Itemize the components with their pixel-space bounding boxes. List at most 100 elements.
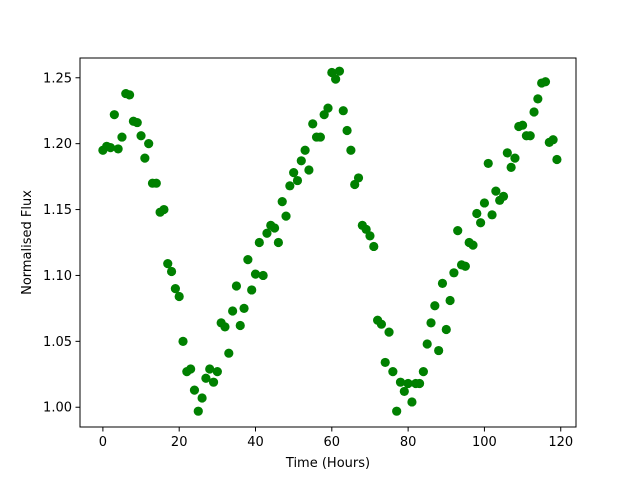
- data-point: [186, 364, 196, 374]
- data-point: [300, 145, 310, 155]
- data-point: [399, 386, 409, 397]
- x-tick-label: 40: [247, 435, 264, 450]
- data-point: [304, 165, 314, 175]
- data-point: [174, 291, 184, 302]
- data-point: [498, 191, 509, 201]
- data-point: [491, 186, 501, 196]
- data-point: [258, 270, 268, 281]
- data-point: [105, 143, 116, 153]
- data-point: [315, 132, 325, 142]
- x-tick-label: 100: [472, 435, 497, 450]
- data-point: [285, 181, 295, 191]
- data-point: [144, 139, 154, 149]
- data-point: [109, 110, 119, 120]
- plot-frame: [79, 57, 577, 428]
- data-point: [231, 281, 242, 291]
- data-point: [437, 278, 448, 288]
- data-point: [407, 397, 417, 407]
- data-point: [441, 324, 451, 335]
- data-point: [250, 269, 261, 279]
- data-point: [338, 106, 348, 116]
- x-axis-ticks: 0 20 40 60 80 100 120: [99, 427, 573, 450]
- y-tick-label: 1.00: [43, 401, 72, 416]
- data-point: [479, 198, 490, 208]
- data-point: [422, 339, 432, 349]
- data-point: [334, 66, 345, 76]
- data-point: [228, 306, 238, 316]
- y-tick-label: 1.15: [43, 203, 72, 218]
- data-point: [449, 268, 459, 278]
- data-point: [197, 393, 207, 403]
- data-point: [166, 266, 177, 277]
- data-point: [476, 218, 486, 228]
- data-point: [483, 158, 493, 169]
- data-point: [506, 162, 516, 172]
- data-point: [548, 135, 558, 145]
- data-point: [193, 406, 203, 416]
- data-point: [369, 241, 379, 252]
- x-tick-label: 20: [171, 435, 188, 450]
- data-point: [254, 237, 264, 248]
- data-point: [243, 255, 253, 265]
- data-point: [434, 345, 444, 356]
- data-point: [414, 378, 425, 389]
- data-point: [353, 173, 364, 183]
- data-point: [540, 77, 551, 87]
- data-point: [365, 231, 375, 241]
- y-axis-label: Normalised Flux: [20, 190, 35, 295]
- x-tick-label: 80: [400, 435, 417, 450]
- data-point: [113, 144, 123, 154]
- data-point: [117, 132, 127, 142]
- y-tick-label: 1.25: [43, 71, 72, 86]
- data-point: [388, 367, 398, 377]
- data-point: [430, 301, 440, 311]
- data-point: [453, 226, 463, 236]
- data-point: [525, 131, 535, 141]
- data-point: [533, 94, 543, 104]
- data-point: [308, 119, 318, 129]
- data-point: [292, 175, 303, 186]
- data-point: [163, 258, 173, 269]
- x-tick-label: 0: [99, 435, 107, 450]
- data-point: [277, 197, 287, 207]
- data-point: [170, 284, 180, 294]
- y-tick-label: 1.10: [43, 269, 72, 284]
- data-point: [201, 373, 211, 383]
- data-point: [502, 148, 512, 158]
- data-point: [235, 320, 245, 331]
- data-point: [342, 125, 352, 136]
- data-point: [552, 154, 562, 165]
- data-point: [460, 261, 470, 271]
- data-point: [331, 74, 341, 84]
- data-point: [510, 153, 520, 163]
- data-point: [269, 223, 280, 233]
- y-tick-label: 1.20: [43, 137, 72, 152]
- data-point: [151, 178, 161, 188]
- data-point: [281, 211, 291, 221]
- data-point: [189, 385, 200, 395]
- y-tick-label: 1.05: [43, 335, 72, 350]
- data-point: [159, 204, 169, 215]
- x-tick-label: 120: [548, 435, 573, 450]
- data-point: [125, 90, 135, 100]
- data-point: [247, 285, 257, 295]
- data-point: [346, 145, 356, 155]
- data-point: [178, 336, 188, 346]
- data-point: [445, 295, 455, 306]
- data-points-layer: [98, 66, 562, 416]
- data-point: [220, 322, 230, 332]
- data-point: [468, 240, 478, 250]
- data-point: [262, 228, 272, 238]
- data-point: [376, 319, 387, 329]
- data-point: [205, 364, 215, 374]
- data-point: [212, 367, 222, 377]
- data-point: [136, 131, 146, 141]
- data-point: [529, 107, 539, 117]
- y-axis-ticks: 1.00 1.05 1.10 1.15 1.20 1.25: [43, 71, 80, 416]
- data-point: [289, 168, 299, 178]
- data-point: [132, 117, 142, 128]
- data-point: [296, 156, 306, 166]
- data-point: [380, 357, 390, 368]
- data-point: [517, 120, 528, 130]
